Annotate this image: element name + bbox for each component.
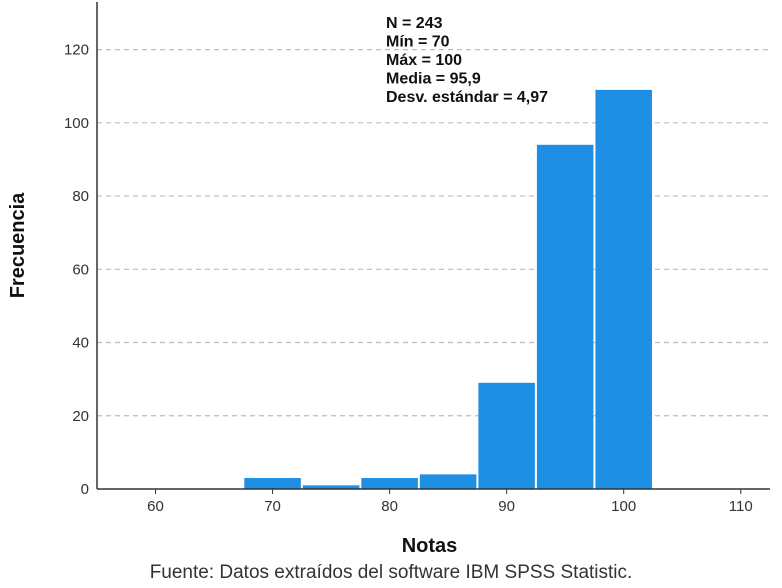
y-tick-label: 40 — [72, 335, 89, 352]
axes — [96, 2, 770, 494]
y-tick-label: 20 — [72, 408, 89, 425]
y-tick-label: 60 — [72, 261, 89, 278]
x-tick-label: 80 — [381, 498, 398, 515]
stat-line: Máx = 100 — [386, 52, 462, 69]
histogram-bar — [419, 474, 477, 489]
stat-line: Mín = 70 — [386, 34, 450, 51]
x-tick-label: 60 — [147, 498, 164, 515]
x-tick-label: 70 — [264, 498, 281, 515]
y-tick-label: 0 — [81, 481, 89, 498]
x-axis-title: Notas — [402, 535, 458, 557]
histogram-bar — [244, 478, 301, 489]
x-tick-label: 90 — [498, 498, 515, 515]
y-tick-labels: 0 20 40 60 80 100 120 — [64, 42, 89, 498]
y-axis-title: Frecuencia — [7, 192, 29, 298]
x-tick-label: 110 — [729, 498, 753, 515]
x-tick-labels: 60 70 80 90 100 110 — [147, 498, 753, 515]
stat-line: N = 243 — [386, 15, 443, 32]
y-tick-label: 80 — [72, 188, 89, 205]
histogram-bar — [361, 478, 418, 489]
histogram-bar — [595, 89, 652, 489]
histogram-bars — [244, 89, 652, 489]
histogram-bar — [536, 144, 594, 489]
histogram-chart: 0 20 40 60 80 100 120 60 70 80 90 100 110 Frecuenci… — [7, 2, 770, 557]
gridlines — [97, 49, 770, 417]
y-tick-label: 120 — [64, 42, 89, 59]
figure-caption: Fuente: Datos extraídos del software IBM… — [149, 562, 633, 583]
stat-line: Media = 95,9 — [386, 71, 481, 88]
y-tick-label: 100 — [64, 115, 89, 132]
histogram-bar — [302, 485, 360, 489]
histogram-bar — [478, 382, 535, 489]
stat-line: Desv. estándar = 4,97 — [386, 89, 548, 106]
x-tick-label: 100 — [611, 498, 636, 515]
